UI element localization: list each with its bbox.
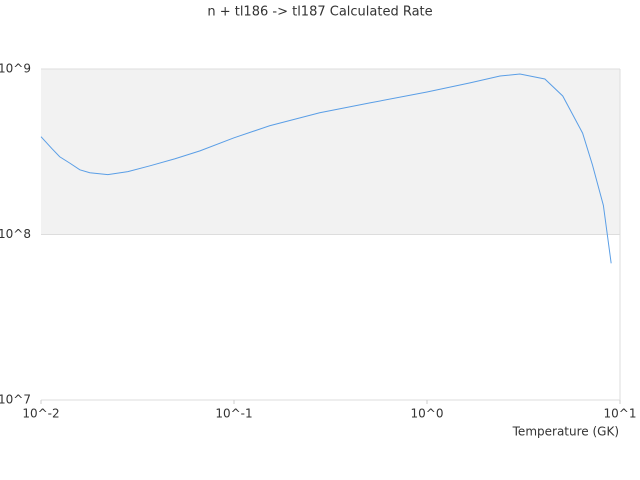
grid-band bbox=[41, 69, 620, 235]
x-tick-label: 10^0 bbox=[411, 407, 444, 421]
y-tick-label: 10^8 bbox=[0, 227, 31, 241]
y-tick-label: 10^9 bbox=[0, 62, 31, 76]
x-tick-label: 10^-1 bbox=[215, 407, 252, 421]
x-tick-label: 10^-2 bbox=[22, 407, 59, 421]
chart-title: n + tl186 -> tl187 Calculated Rate bbox=[207, 5, 432, 20]
x-tick-label: 10^1 bbox=[604, 407, 637, 421]
y-tick-label: 10^7 bbox=[0, 393, 31, 407]
data-line bbox=[40, 73, 612, 264]
x-axis-label: Temperature (GK) bbox=[512, 425, 619, 439]
